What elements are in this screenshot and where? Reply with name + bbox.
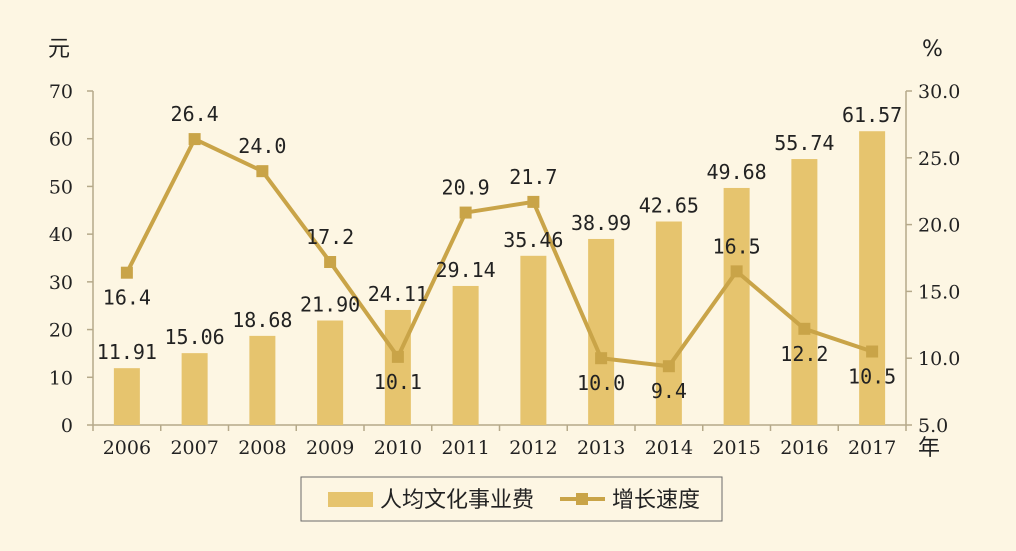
line-data-labels: 16.4 26.4 24.0 17.2 10.1 20.9 21.7 10.0 9.4 16.5 1…: [103, 102, 896, 403]
x-tick-label: 2007: [170, 437, 218, 459]
legend-line-label: 增长速度: [612, 488, 700, 513]
bar: [384, 309, 411, 425]
bar-data-label: 35.46: [503, 228, 563, 252]
legend: 人均文化事业费 增长速度: [300, 476, 723, 522]
right-tick-labels: 5.0 10.0 15.0 20.0 25.0 30.0: [906, 81, 960, 437]
x-tick-label: 2016: [780, 437, 828, 459]
legend-bar-swatch: [328, 492, 373, 507]
bar-data-label: 29.14: [436, 258, 496, 282]
right-axis-unit: %: [922, 37, 943, 62]
line-data-label: 24.0: [238, 134, 286, 158]
x-tick-label: 2008: [238, 437, 286, 459]
line-data-label: 9.4: [651, 379, 687, 403]
left-tick-label: 0: [61, 415, 73, 437]
x-tick-label: 2006: [103, 437, 151, 459]
left-tick-label: 40: [49, 224, 73, 246]
line-data-label: 17.2: [306, 225, 354, 249]
left-tick-label: 10: [49, 367, 73, 389]
x-tick-labels: 2006 2007 2008 2009 2010 2011 2012 2013 2014 2015…: [92, 425, 907, 459]
growth-line: [125, 137, 873, 369]
line-marker: [188, 133, 201, 146]
line-data-label: 10.5: [848, 365, 896, 389]
left-tick-label: 60: [49, 129, 73, 151]
bar: [859, 131, 886, 425]
right-tick-label: 5.0: [918, 415, 948, 437]
legend-box: [300, 476, 723, 522]
line-data-label: 21.7: [509, 165, 557, 189]
bar: [452, 285, 479, 425]
line-marker: [527, 195, 540, 208]
left-axis-unit: 元: [48, 37, 70, 62]
bar: [113, 368, 140, 425]
bar-data-label: 55.74: [774, 131, 834, 155]
bar: [588, 238, 615, 425]
line-marker: [866, 345, 879, 358]
right-tick-label: 10.0: [918, 348, 960, 370]
x-tick-label: 2010: [374, 437, 422, 459]
bar-data-label: 61.57: [842, 103, 902, 127]
left-tick-label: 30: [49, 272, 73, 294]
line-marker: [391, 350, 404, 363]
bar-data-label: 49.68: [707, 160, 767, 184]
bar-data-label: 15.06: [165, 325, 225, 349]
line-data-label: 16.5: [713, 234, 761, 258]
left-tick-label: 50: [49, 176, 73, 198]
x-tick-label: 2015: [712, 437, 760, 459]
line-data-label: 20.9: [442, 176, 490, 200]
x-tick-label: 2013: [577, 437, 625, 459]
right-tick-label: 15.0: [918, 281, 960, 303]
line-marker: [595, 352, 608, 365]
bar: [655, 221, 682, 425]
x-axis-unit: 年: [918, 436, 940, 461]
bar: [249, 335, 276, 425]
line-data-label: 16.4: [103, 286, 151, 310]
line-data-label: 12.2: [780, 342, 828, 366]
line-data-label: 26.4: [171, 102, 219, 126]
bar-data-label: 42.65: [639, 193, 699, 217]
bar: [791, 159, 818, 425]
bar: [181, 353, 208, 425]
line-data-label: 10.1: [374, 370, 422, 394]
bar-data-label: 11.91: [97, 340, 157, 364]
bar-data-label: 38.99: [571, 211, 631, 235]
bar-data-label: 21.90: [300, 293, 360, 317]
right-tick-label: 20.0: [918, 215, 960, 237]
x-tick-label: 2009: [306, 437, 354, 459]
legend-line-marker: [576, 493, 588, 505]
line-marker: [324, 256, 337, 269]
line-marker: [120, 266, 133, 279]
line-data-label: 10.0: [577, 371, 625, 395]
x-tick-label: 2011: [441, 437, 489, 459]
x-tick-label: 2012: [509, 437, 557, 459]
bar: [317, 320, 344, 425]
right-tick-label: 25.0: [918, 148, 960, 170]
line-marker: [798, 322, 811, 335]
x-tick-label: 2014: [645, 437, 693, 459]
legend-bar-label: 人均文化事业费: [380, 488, 534, 513]
left-tick-label: 20: [49, 320, 73, 342]
line-marker: [256, 165, 269, 178]
x-tick-label: 2017: [848, 437, 896, 459]
right-tick-label: 30.0: [918, 81, 960, 103]
left-tick-label: 70: [49, 81, 73, 103]
bar-data-labels: 11.91 15.06 18.68 21.90 24.11 29.14 35.46 38.99…: [97, 103, 902, 364]
bar-data-label: 18.68: [232, 308, 292, 332]
line-marker: [730, 265, 743, 278]
line-series: [120, 133, 879, 373]
left-tick-labels: 0 10 20 30 40 50 60 70: [49, 81, 93, 437]
line-marker: [459, 206, 472, 219]
bar-data-label: 24.11: [368, 282, 428, 306]
bar-series: [113, 131, 886, 425]
bar: [520, 255, 547, 425]
line-marker: [662, 360, 675, 373]
bar: [723, 187, 750, 425]
